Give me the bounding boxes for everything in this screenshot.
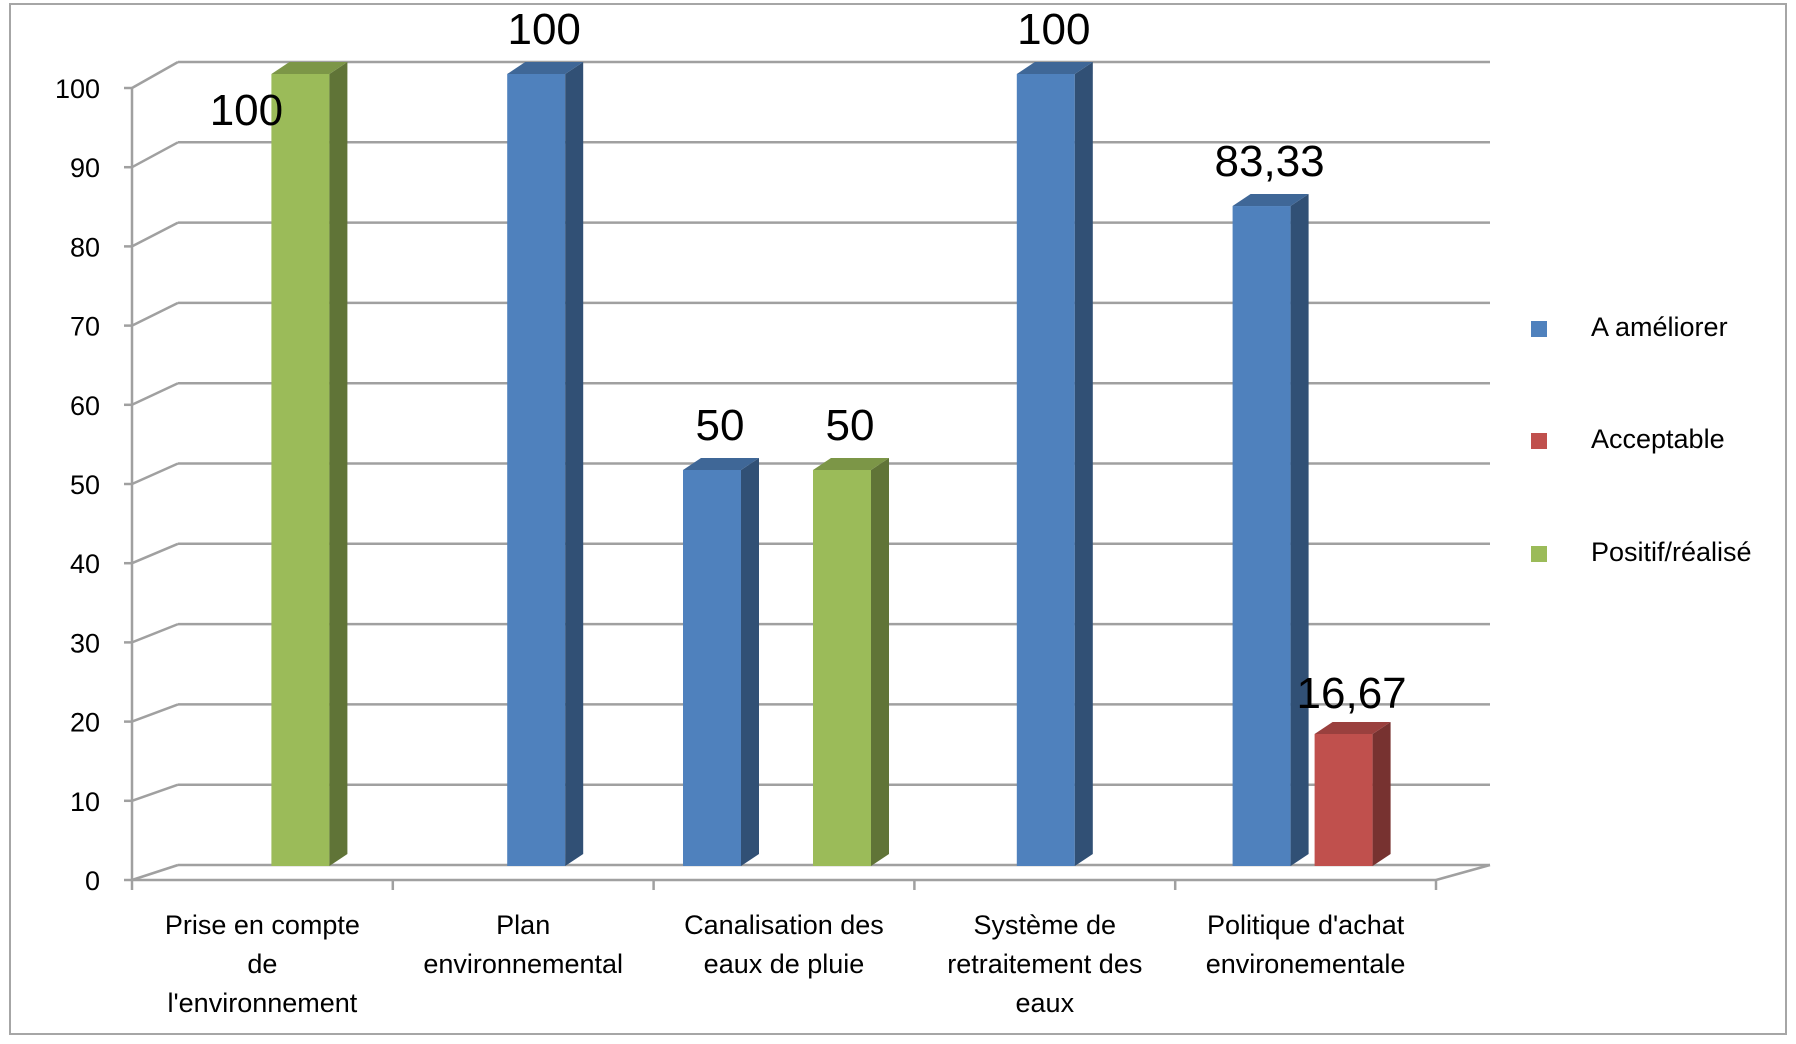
gridline-depth [131, 301, 179, 327]
gridline-depth [131, 542, 179, 565]
bar-top [683, 458, 759, 470]
data-label: 100 [1017, 5, 1090, 54]
bar-side [1074, 62, 1093, 866]
bar-top [1314, 721, 1391, 734]
legend-swatch [1531, 321, 1547, 337]
bar [1232, 206, 1291, 867]
floor-edge [1435, 863, 1491, 882]
gridline-depth [131, 863, 179, 882]
bar-top [1232, 194, 1309, 207]
bar-top [813, 458, 889, 470]
bar-side [1290, 194, 1309, 867]
bar-top [507, 62, 584, 74]
gridline-depth [131, 141, 179, 169]
gridline-depth [131, 382, 179, 406]
gridline-depth [131, 221, 179, 248]
y-tick-label: 80 [70, 232, 100, 262]
x-category-label: Politique d'achat environementale [1206, 910, 1406, 979]
data-label: 100 [210, 86, 283, 135]
y-tick-label: 20 [70, 708, 100, 738]
y-tick-label: 70 [70, 312, 100, 342]
data-label: 50 [826, 401, 875, 450]
bar-side [741, 458, 759, 866]
x-category-label: Plan environnemental [423, 910, 623, 979]
y-tick-label: 60 [70, 391, 100, 421]
bar-side [565, 62, 584, 866]
data-label: 50 [696, 401, 745, 450]
bar [683, 470, 741, 866]
gridline-depth [131, 622, 179, 644]
legend-swatch [1531, 433, 1547, 449]
y-tick-label: 50 [70, 470, 100, 500]
legend-label: Acceptable [1591, 424, 1725, 454]
legend-label: Positif/réalisé [1591, 537, 1752, 567]
legend-swatch [1531, 546, 1547, 562]
gridline-depth [131, 783, 179, 802]
bar [813, 470, 871, 866]
bar-side [329, 62, 348, 866]
bar-side [1372, 721, 1391, 866]
y-tick-label: 40 [70, 549, 100, 579]
bar [1314, 733, 1373, 866]
gridline-depth [131, 462, 179, 486]
gridline-depth [131, 60, 179, 90]
chart-border [9, 3, 1787, 1035]
bar [507, 74, 566, 866]
bar-top [271, 62, 348, 74]
legend-label: A améliorer [1591, 312, 1728, 342]
bar-top [1016, 62, 1093, 74]
x-category-label: Système de retraitement des eaux [947, 910, 1142, 1018]
x-category-label: Prise en compte de l'environnement [165, 910, 360, 1018]
bar-side [871, 458, 889, 866]
gridline-depth [131, 703, 179, 723]
data-label: 83,33 [1215, 137, 1325, 186]
y-tick-label: 100 [55, 74, 100, 104]
bar [1016, 74, 1075, 866]
bar [271, 74, 330, 866]
y-tick-label: 30 [70, 628, 100, 658]
y-tick-label: 0 [85, 866, 100, 896]
data-label: 100 [507, 5, 580, 54]
x-category-label: Canalisation des eaux de pluie [684, 910, 884, 979]
data-label: 16,67 [1297, 669, 1407, 718]
y-tick-label: 90 [70, 153, 100, 183]
y-tick-label: 10 [70, 787, 100, 817]
